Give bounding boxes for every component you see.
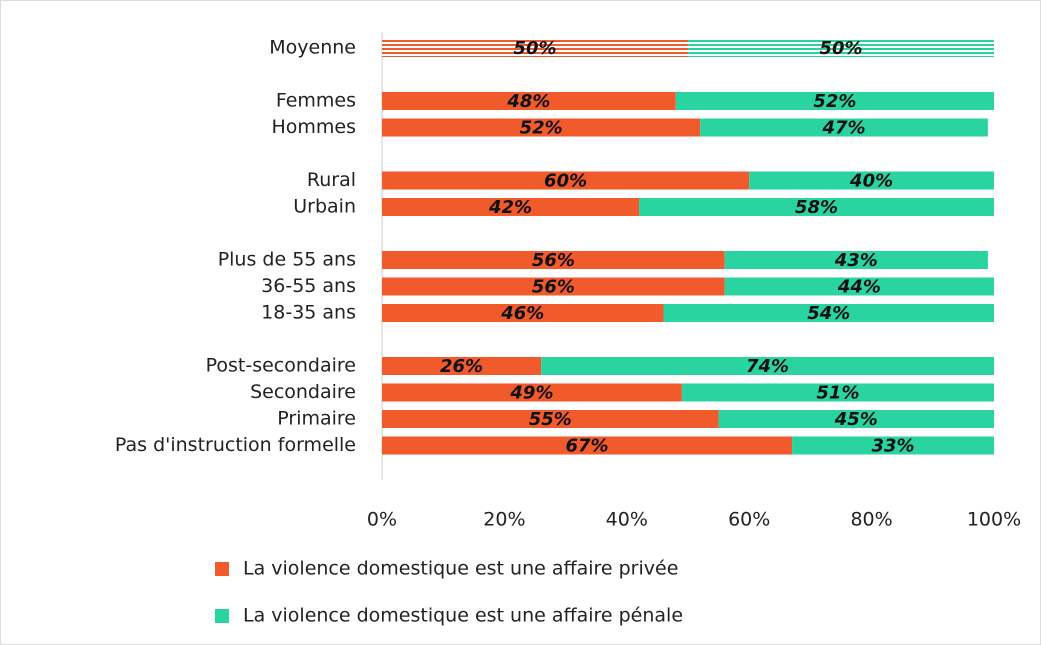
value-label: 58% (795, 197, 838, 218)
value-label: 54% (807, 303, 850, 324)
legend-swatch (215, 609, 229, 623)
bar-segment (700, 118, 988, 137)
bar-segment (681, 383, 994, 402)
value-label: 67% (565, 436, 608, 457)
bar-segment (382, 118, 701, 137)
value-label: 51% (816, 383, 859, 404)
y-tick-label: Primaire (277, 408, 356, 430)
y-tick-label: Rural (307, 169, 356, 191)
legend-swatch (215, 562, 229, 576)
value-label: 26% (440, 356, 483, 377)
value-label: 56% (532, 277, 575, 298)
bar-segment (382, 436, 793, 455)
value-label: 45% (834, 409, 878, 430)
y-tick-label: Post-secondaire (206, 355, 356, 377)
bar-segment (382, 383, 682, 402)
bar-segment (382, 198, 640, 216)
y-tick-label: 18-35 ans (261, 302, 356, 324)
value-label: 42% (488, 197, 532, 218)
value-label: 50% (513, 38, 556, 59)
bar-segment (382, 304, 664, 322)
bar-segment (688, 39, 994, 57)
value-label: 43% (834, 250, 878, 271)
bar-segment (675, 92, 994, 110)
y-tick-label: Pas d'instruction formelle (115, 434, 356, 456)
bar-segment (663, 304, 994, 322)
x-tick-label: 0% (367, 509, 397, 531)
value-label: 52% (813, 91, 856, 112)
bar-segment (382, 251, 725, 269)
value-label: 60% (544, 171, 587, 192)
bar-segment (718, 410, 994, 428)
bar-segment (749, 171, 994, 190)
x-tick-label: 80% (850, 509, 892, 531)
bar-segment (382, 171, 750, 190)
legend-label: La violence domestique est une affaire p… (243, 558, 678, 580)
bar-segment (382, 410, 719, 428)
legend-label: La violence domestique est une affaire p… (243, 605, 683, 627)
x-tick-label: 20% (483, 509, 525, 531)
y-tick-label: Plus de 55 ans (218, 249, 356, 271)
bar-segment (382, 277, 725, 296)
value-label: 33% (871, 436, 914, 457)
bar-segment (639, 198, 994, 216)
value-label: 52% (520, 118, 563, 139)
y-tick-label: Secondaire (250, 381, 356, 403)
bar-segment (724, 251, 988, 269)
value-label: 44% (837, 277, 881, 298)
x-tick-label: 40% (606, 509, 648, 531)
y-tick-label: Hommes (271, 116, 356, 138)
value-label: 48% (506, 91, 550, 112)
y-tick-label: Femmes (276, 90, 356, 112)
x-tick-label: 100% (967, 509, 1021, 531)
value-label: 74% (746, 356, 789, 377)
value-label: 46% (500, 303, 544, 324)
bar-segment (792, 436, 994, 455)
value-label: 50% (819, 38, 862, 59)
bar-segment (382, 357, 542, 375)
value-label: 40% (849, 171, 893, 192)
bar-segment (382, 39, 688, 57)
y-tick-label: 36-55 ans (261, 275, 356, 297)
value-label: 47% (822, 118, 866, 139)
value-label: 49% (509, 383, 553, 404)
bar-segment (541, 357, 994, 375)
bar-segment (382, 92, 676, 110)
bar-segment (724, 277, 994, 296)
y-tick-label: Moyenne (269, 37, 356, 59)
y-tick-label: Urbain (293, 196, 356, 218)
value-label: 55% (529, 409, 572, 430)
value-label: 56% (532, 250, 575, 271)
x-tick-label: 60% (728, 509, 770, 531)
